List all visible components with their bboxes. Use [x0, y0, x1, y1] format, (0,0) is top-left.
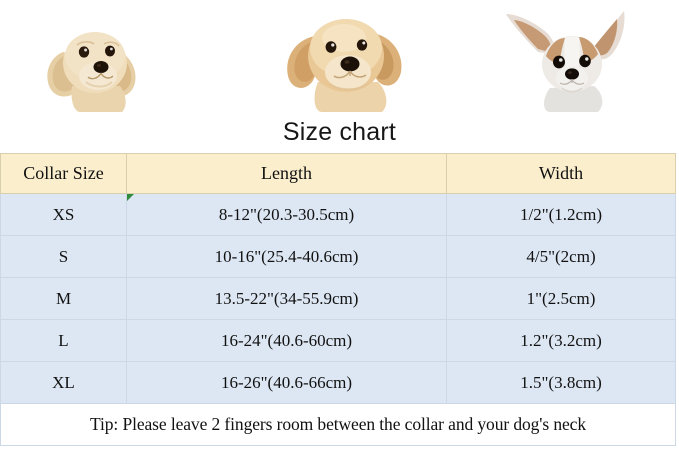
cell-size: XL [0, 361, 127, 404]
cell-length-text: 8-12"(20.3-30.5cm) [218, 204, 355, 224]
page-title: Size chart [0, 112, 679, 152]
table-header-row: Collar Size Length Width [0, 153, 676, 194]
cell-size: L [0, 319, 127, 362]
cell-width: 1.2"(3.2cm) [446, 319, 676, 362]
cell-length: 16-24"(40.6-60cm) [126, 319, 447, 362]
golden-retriever-puppy-photo [240, 0, 468, 112]
cell-length: 10-16"(25.4-40.6cm) [126, 235, 447, 278]
column-header-width: Width [446, 153, 676, 194]
size-chart-table: Collar Size Length Width XS 8-12"(20.3-3… [0, 153, 676, 446]
cell-width: 1/2"(1.2cm) [446, 193, 676, 236]
cell-width: 4/5"(2cm) [446, 235, 676, 278]
table-row: L 16-24"(40.6-60cm) 1.2"(3.2cm) [0, 319, 676, 362]
table-row: M 13.5-22"(34-55.9cm) 1"(2.5cm) [0, 277, 676, 320]
column-header-collar-size: Collar Size [0, 153, 127, 194]
cell-length-wrap: 8-12"(20.3-30.5cm) [127, 194, 446, 235]
cell-size: M [0, 277, 127, 320]
chihuahua-photo [468, 0, 679, 112]
cell-length: 16-26"(40.6-66cm) [126, 361, 447, 404]
comment-marker-icon [127, 194, 134, 201]
column-header-length: Length [126, 153, 447, 194]
table-row: S 10-16"(25.4-40.6cm) 4/5"(2cm) [0, 235, 676, 278]
table-tip-row: Tip: Please leave 2 fingers room between… [0, 403, 676, 446]
cell-size: S [0, 235, 127, 278]
dog-photo-strip [0, 0, 679, 112]
cell-width: 1"(2.5cm) [446, 277, 676, 320]
table-row: XS 8-12"(20.3-30.5cm) 1/2"(1.2cm) [0, 193, 676, 236]
table-row: XL 16-26"(40.6-66cm) 1.5"(3.8cm) [0, 361, 676, 404]
cell-length: 13.5-22"(34-55.9cm) [126, 277, 447, 320]
cell-size: XS [0, 193, 127, 236]
cell-length: 8-12"(20.3-30.5cm) [126, 193, 447, 236]
cream-cocker-spaniel-puppy-photo [0, 0, 240, 112]
cell-width: 1.5"(3.8cm) [446, 361, 676, 404]
tip-text: Tip: Please leave 2 fingers room between… [0, 403, 676, 446]
